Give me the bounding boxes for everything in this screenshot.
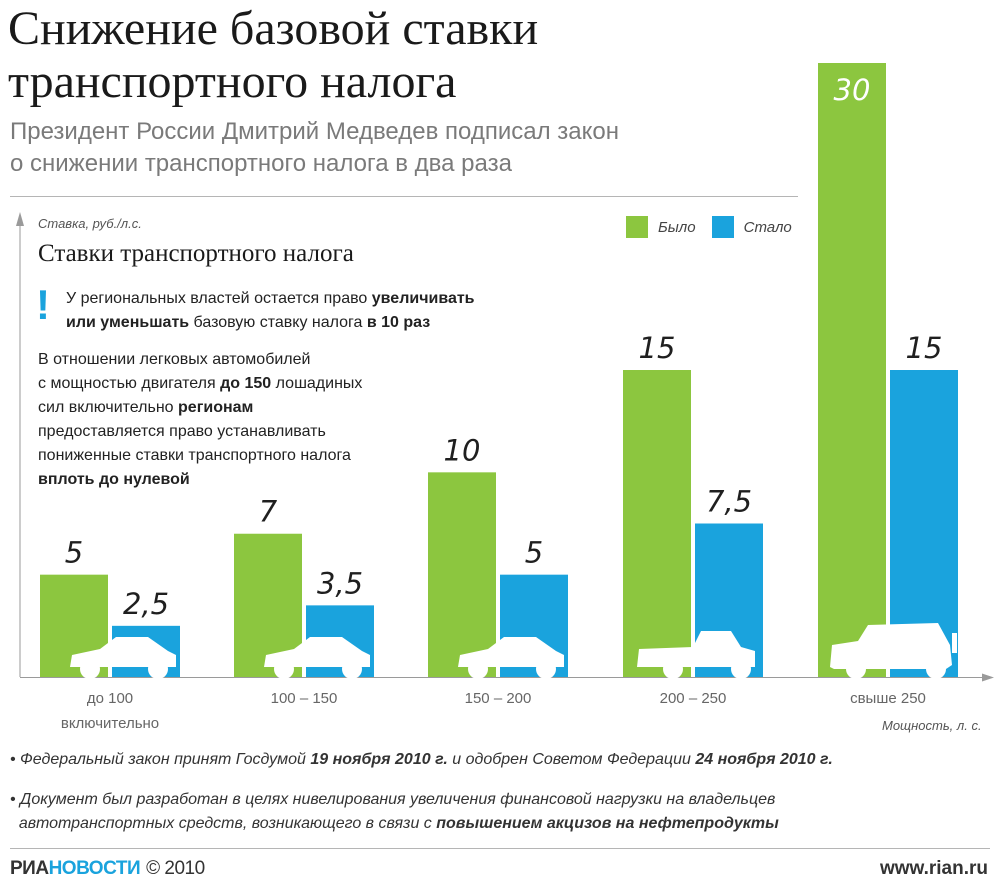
chart-bars bbox=[40, 63, 958, 677]
y-axis-arrow bbox=[16, 212, 24, 226]
note2-bold-150: до 150 bbox=[220, 375, 272, 392]
footnote2-line-a: Документ был разработан в целях нивелиро… bbox=[20, 791, 776, 808]
bar-before-2 bbox=[428, 472, 496, 677]
brand-logo: РИАНОВОСТИ © 2010 bbox=[10, 858, 205, 880]
data-label-before-3: 15 bbox=[639, 331, 676, 365]
chart-tick-labels: до 100 включительно 100 – 150 150 – 200 200 … bbox=[61, 690, 926, 732]
footnote-purpose: • Документ был разработан в целях нивели… bbox=[10, 791, 779, 832]
note1-text-a: У региональных властей остается право bbox=[66, 290, 372, 307]
exclamation-icon: ! bbox=[36, 281, 50, 328]
note2-bold-zero: вплоть до нулевой bbox=[38, 471, 190, 488]
note1-bold-decrease: или уменьшать bbox=[66, 314, 190, 331]
footer-divider bbox=[10, 848, 990, 849]
note2-line-g: предоставляется право устанавливать bbox=[38, 423, 326, 440]
footnote-law-dates: • Федеральный закон принят Госдумой 19 н… bbox=[10, 751, 833, 768]
page-title: Снижение базовой ставки транспортного на… bbox=[8, 2, 538, 108]
legend-label-before: Было bbox=[658, 218, 696, 236]
tick-label-0-0: до 100 bbox=[87, 690, 133, 707]
car-icon-4 bbox=[830, 623, 957, 679]
note-regional-powers: У региональных властей остается право ув… bbox=[66, 287, 566, 335]
brand-ria: РИА bbox=[10, 858, 49, 879]
data-label-before-0: 5 bbox=[65, 536, 83, 570]
car-icon-2 bbox=[458, 637, 564, 679]
y-axis-label: Ставка, руб./л.с. bbox=[38, 216, 142, 231]
note2-line-h: пониженные ставки транспортного налога bbox=[38, 447, 351, 464]
bar-before-4 bbox=[818, 63, 886, 677]
title-line-1: Снижение базовой ставки bbox=[8, 2, 539, 55]
legend-swatch-after bbox=[711, 216, 734, 238]
bar-before-3 bbox=[623, 370, 691, 677]
x-axis-label: Мощность, л. с. bbox=[882, 718, 982, 733]
tick-label-2-0: 150 – 200 bbox=[465, 690, 532, 707]
data-label-after-2: 5 bbox=[525, 536, 543, 570]
footnote1-date-council: 24 ноября 2010 г. bbox=[695, 751, 833, 768]
car-icon-1 bbox=[264, 637, 370, 679]
note2-text-b: с мощностью двигателя bbox=[38, 375, 221, 392]
legend-swatch-before bbox=[626, 216, 648, 238]
note-passenger-cars: В отношении легковых автомобилей с мощно… bbox=[38, 348, 438, 492]
footnote1-text-c: и одобрен Советом Федерации bbox=[447, 751, 696, 768]
title-line-2: транспортного налога bbox=[8, 55, 457, 108]
data-label-before-1: 7 bbox=[259, 495, 278, 529]
tick-label-3-0: 200 – 250 bbox=[660, 690, 727, 707]
car-icon-0 bbox=[70, 637, 176, 679]
chart-legend: Было Стало bbox=[626, 216, 808, 238]
tick-label-0-1: включительно bbox=[61, 715, 159, 732]
tick-label-1-0: 100 – 150 bbox=[271, 690, 338, 707]
header-divider bbox=[10, 196, 798, 197]
footnote1-text-a: Федеральный закон принят Госдумой bbox=[20, 751, 311, 768]
chart-data-labels: 5 2,5 7 3,5 10 5 15 7,5 30 15 bbox=[65, 73, 943, 621]
panel-title: Ставки транспортного налога bbox=[38, 240, 354, 267]
note1-text-d: базовую ставку налога bbox=[189, 314, 367, 331]
legend-item-after: Стало bbox=[711, 216, 792, 238]
data-label-after-3: 7,5 bbox=[706, 485, 752, 519]
x-axis-arrow bbox=[982, 673, 994, 682]
chart-axes bbox=[16, 212, 994, 682]
data-label-before-2: 10 bbox=[444, 433, 481, 467]
site-link[interactable]: www.rian.ru bbox=[879, 858, 988, 879]
data-label-after-4: 15 bbox=[906, 331, 943, 365]
subtitle-line-1: Президент России Дмитрий Медведев подпис… bbox=[10, 118, 619, 145]
copyright: © 2010 bbox=[146, 858, 205, 879]
note2-line-a: В отношении легковых автомобилей bbox=[38, 351, 311, 368]
data-label-before-4: 30 bbox=[834, 73, 871, 107]
subtitle: Президент России Дмитрий Медведев подпис… bbox=[10, 116, 619, 180]
note1-bold-increase: увеличивать bbox=[371, 290, 475, 307]
legend-label-after: Стало bbox=[743, 218, 792, 236]
note2-bold-regions: регионам bbox=[178, 399, 254, 416]
note1-bold-times: в 10 раз bbox=[366, 314, 431, 331]
data-label-after-0: 2,5 bbox=[123, 587, 169, 621]
car-icon-3 bbox=[637, 631, 755, 679]
brand-novosti: НОВОСТИ bbox=[48, 858, 141, 879]
data-label-after-1: 3,5 bbox=[317, 566, 363, 600]
footnote2-text-b: автотранспортных средств, возникающего в… bbox=[18, 815, 437, 832]
note2-text-d: лошадиных bbox=[271, 375, 363, 392]
tick-label-4-0: свыше 250 bbox=[850, 690, 926, 707]
footnote2-bold-excise: повышением акцизов на нефтепродукты bbox=[436, 815, 779, 832]
note2-text-e: сил включительно bbox=[38, 399, 179, 416]
footnote1-date-duma: 19 ноября 2010 г. bbox=[310, 751, 448, 768]
chart-car-icons bbox=[70, 623, 957, 679]
legend-item-before: Было bbox=[626, 216, 696, 238]
subtitle-line-2: о снижении транспортного налога в два ра… bbox=[10, 150, 512, 177]
